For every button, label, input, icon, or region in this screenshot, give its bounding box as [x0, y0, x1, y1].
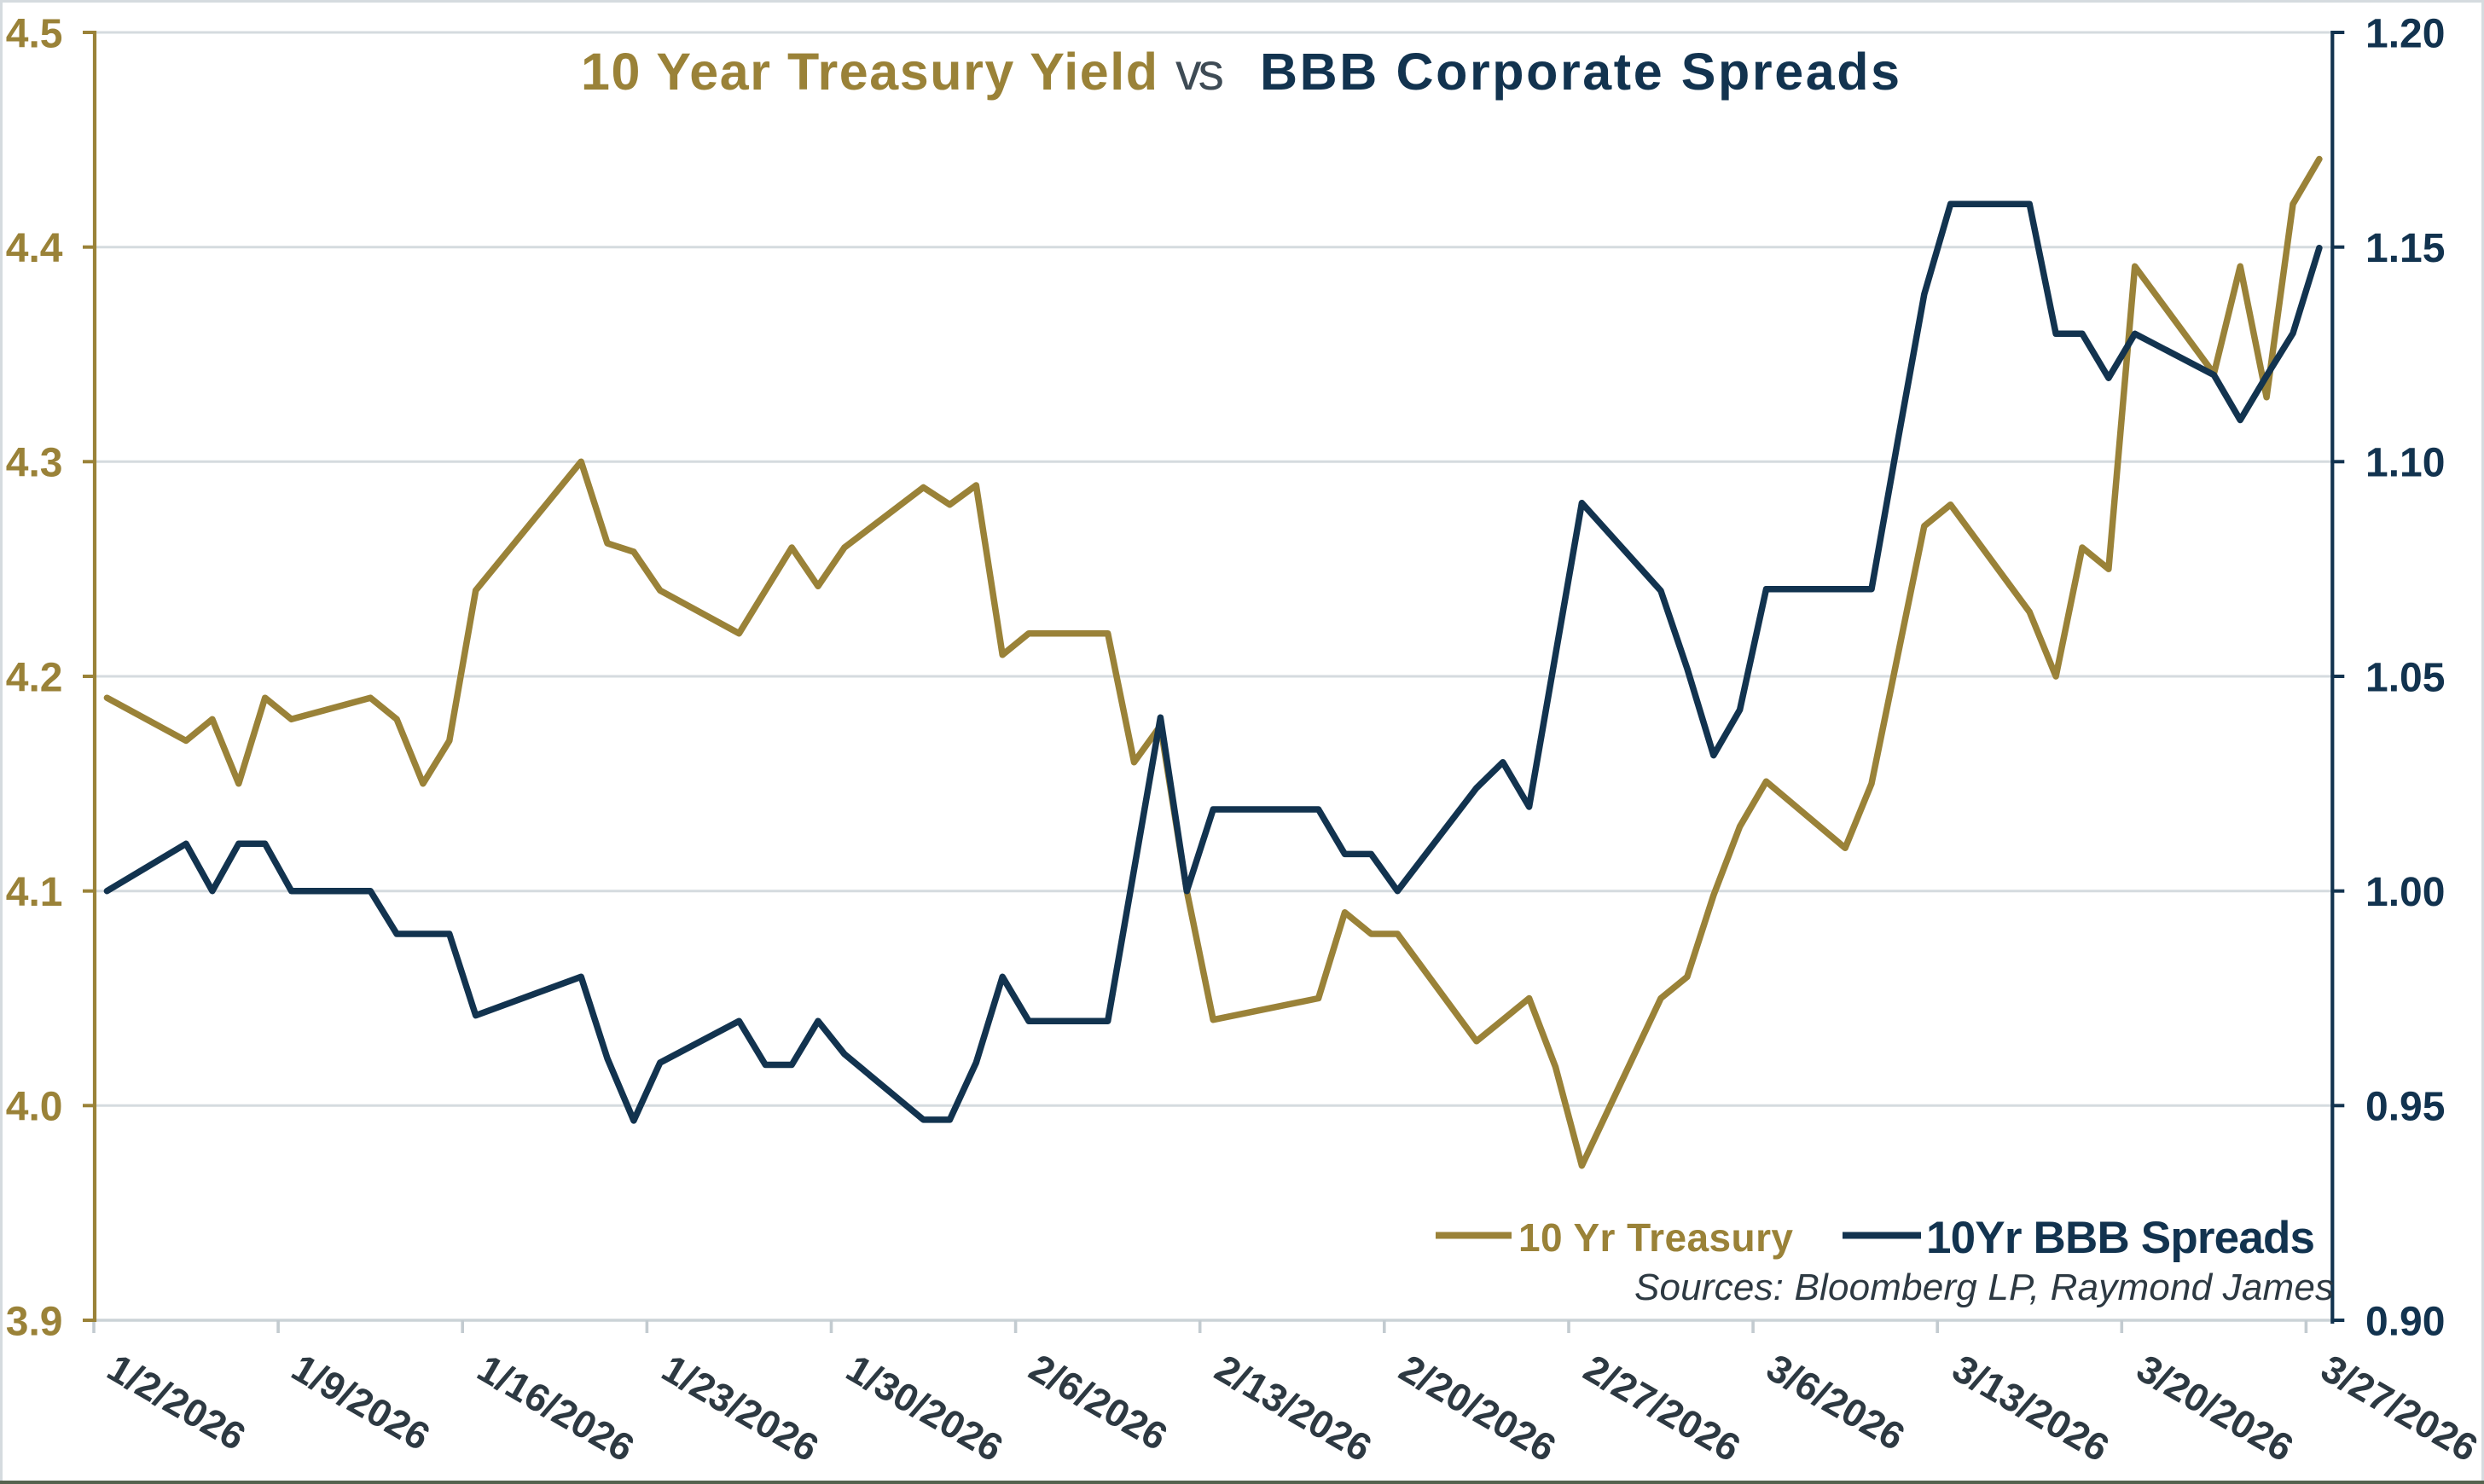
svg-text:10 Year Treasury Yield: 10 Year Treasury Yield — [581, 43, 1158, 101]
svg-text:4.1: 4.1 — [6, 870, 63, 915]
svg-text:4.4: 4.4 — [6, 226, 63, 271]
svg-text:Sources: Bloomberg LP, Raymond: Sources: Bloomberg LP, Raymond James — [1634, 1267, 2334, 1308]
svg-text:1.00: 1.00 — [2365, 870, 2445, 915]
svg-text:4.3: 4.3 — [6, 441, 63, 486]
svg-text:1.05: 1.05 — [2365, 655, 2445, 700]
svg-text:1.10: 1.10 — [2365, 441, 2445, 486]
svg-text:3.9: 3.9 — [6, 1299, 63, 1344]
svg-text:10Yr BBB Spreads: 10Yr BBB Spreads — [1926, 1213, 2315, 1263]
svg-text:10 Yr Treasury: 10 Yr Treasury — [1518, 1215, 1793, 1260]
svg-text:1.15: 1.15 — [2365, 226, 2445, 271]
svg-text:vs: vs — [1175, 43, 1224, 101]
svg-text:0.95: 0.95 — [2365, 1085, 2445, 1130]
svg-text:4.2: 4.2 — [6, 655, 63, 700]
svg-text:BBB Corporate Spreads: BBB Corporate Spreads — [1260, 43, 1900, 101]
svg-text:4.5: 4.5 — [6, 11, 63, 56]
svg-text:1.20: 1.20 — [2365, 11, 2445, 56]
svg-text:0.90: 0.90 — [2365, 1299, 2445, 1344]
svg-text:4.0: 4.0 — [6, 1085, 63, 1130]
